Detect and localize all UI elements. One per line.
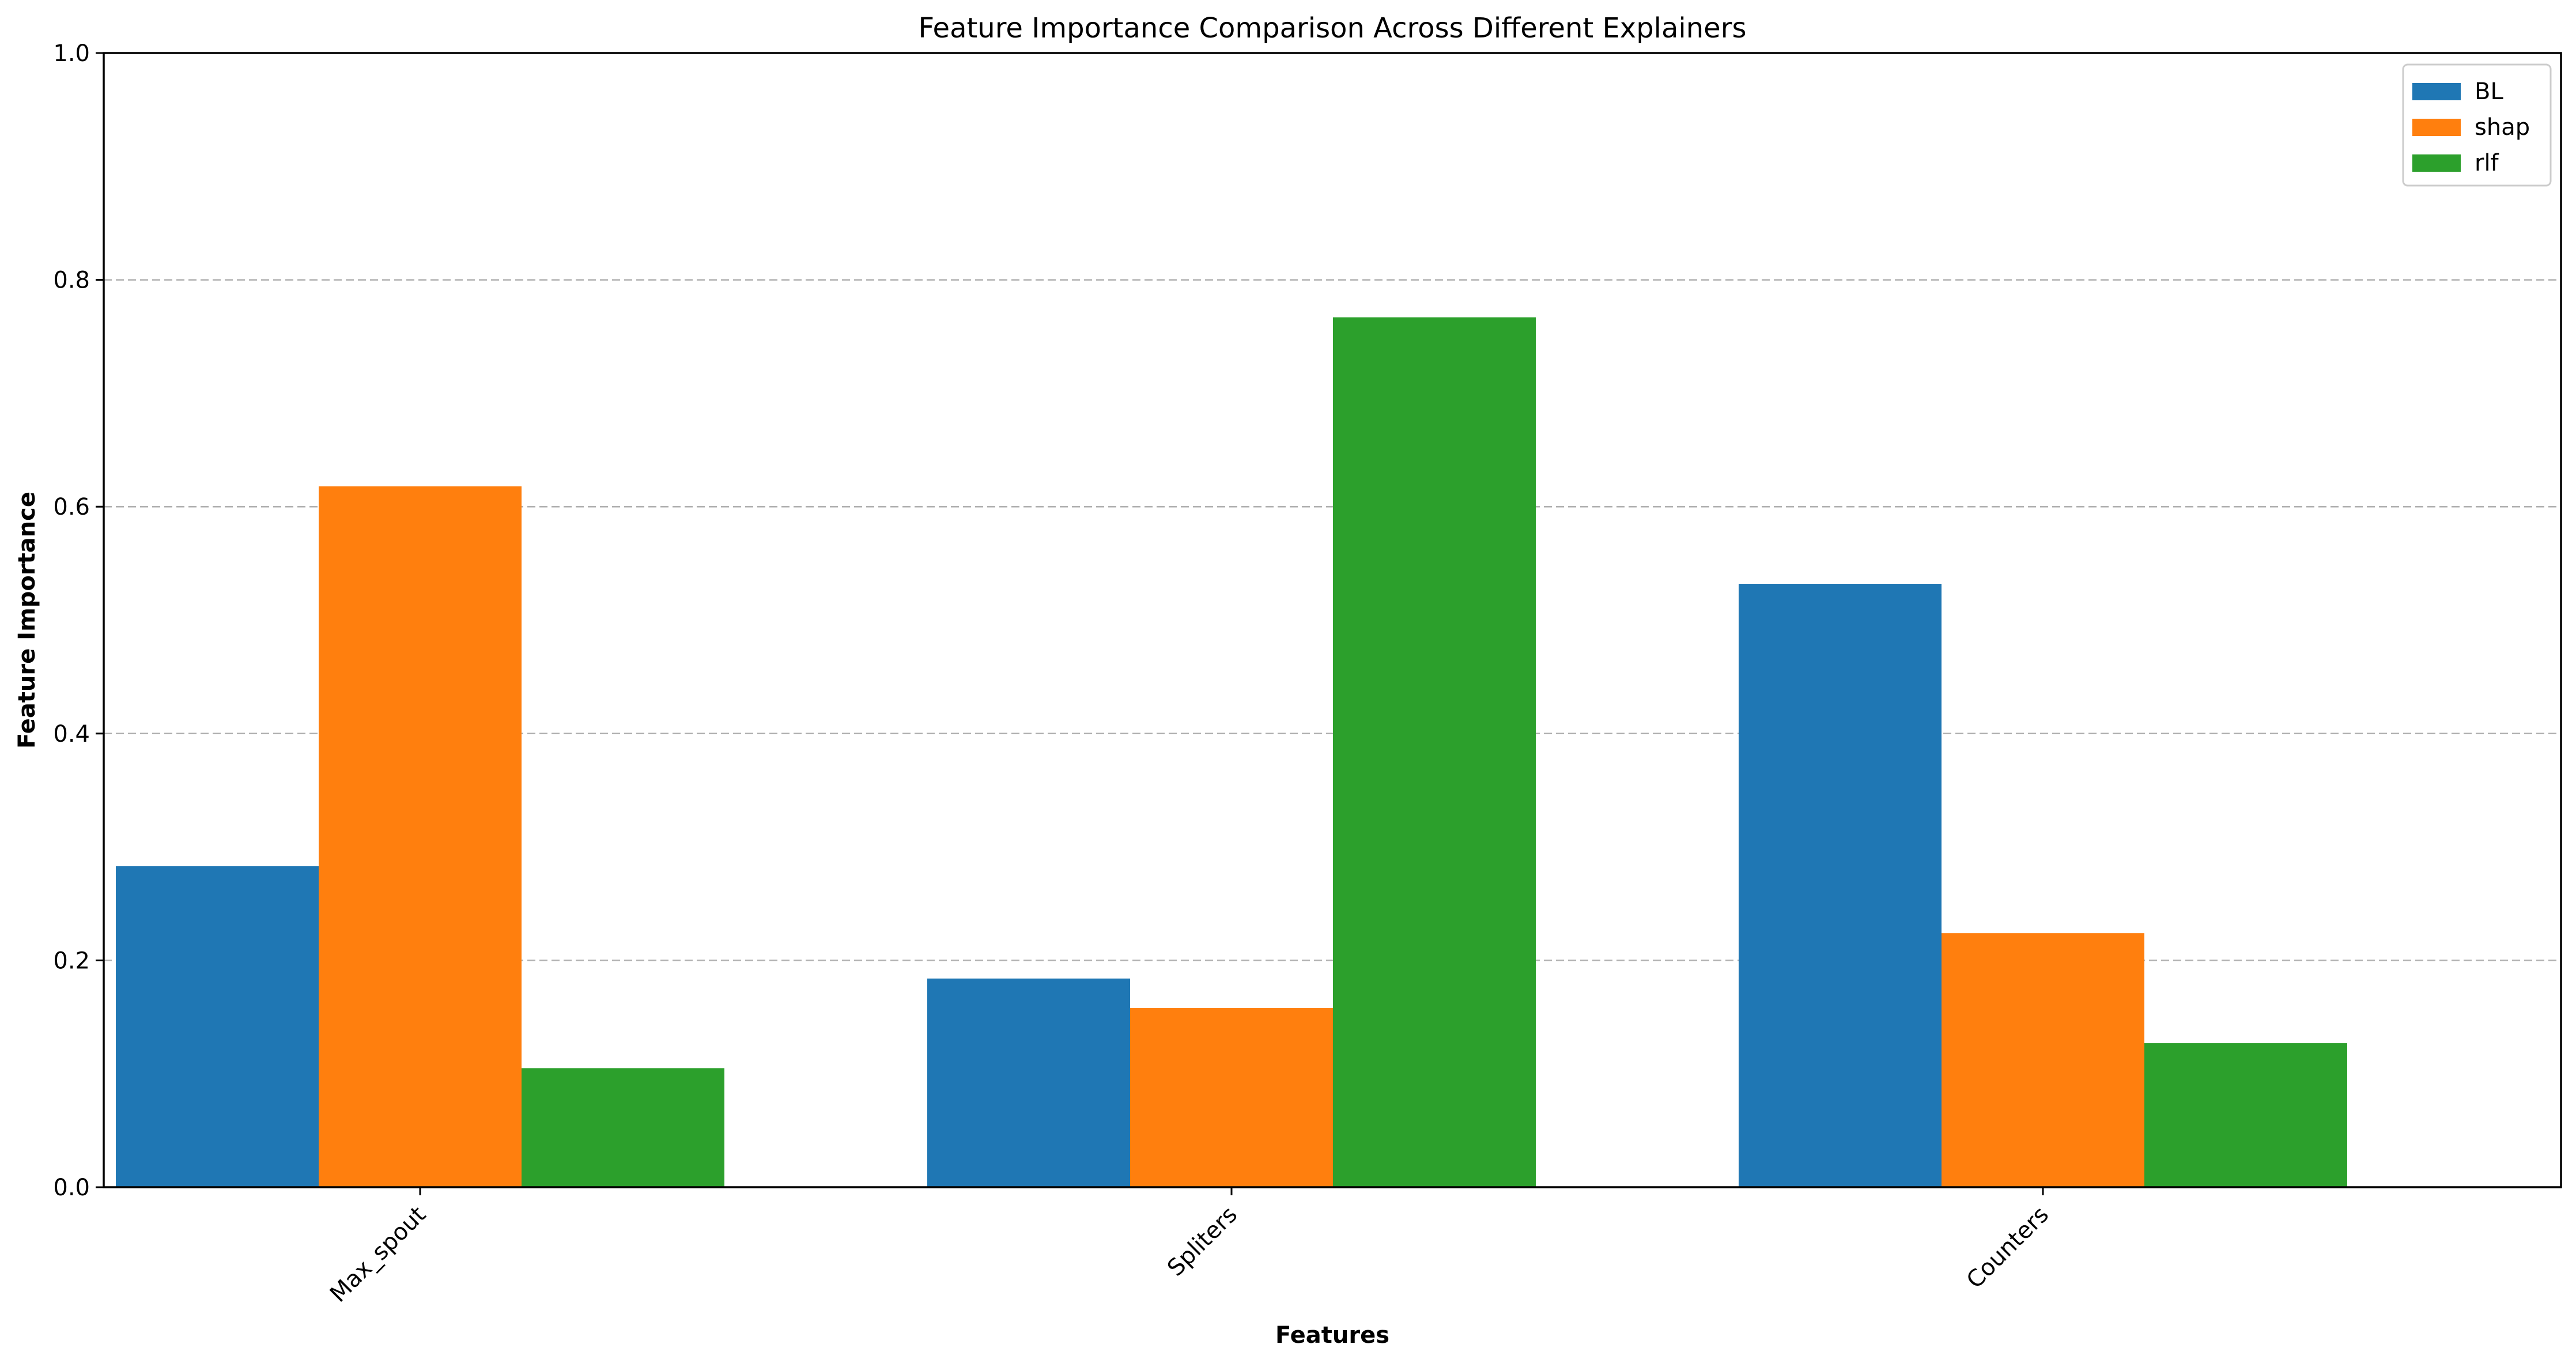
y-tick-label: 0.2 — [53, 947, 90, 974]
x-axis-ticks: Max_spout Spliters Counters — [325, 1187, 2054, 1308]
bar-bl-spliters — [927, 978, 1130, 1187]
x-tick-label: Spliters — [1162, 1202, 1242, 1282]
legend-swatch-rlf — [2412, 154, 2461, 172]
y-tick-label: 0.6 — [53, 494, 90, 520]
y-tick-label: 0.0 — [53, 1175, 90, 1201]
legend-label-rlf: rlf — [2475, 150, 2499, 176]
legend: BL shap rlf — [2402, 63, 2552, 187]
bar-bl-counters — [1739, 584, 1942, 1188]
x-axis-label: Features — [1275, 1322, 1389, 1349]
y-axis-ticks: 0.0 0.2 0.4 0.6 0.8 1.0 — [53, 40, 104, 1201]
legend-swatch-shap — [2412, 119, 2461, 136]
y-tick-label: 0.8 — [53, 267, 90, 294]
legend-swatch-bl — [2412, 83, 2461, 100]
bar-shap-spliters — [1130, 1008, 1333, 1187]
bar-rlf-spliters — [1333, 317, 1536, 1188]
y-tick-label: 0.4 — [53, 721, 90, 747]
bar-rlf-max_spout — [522, 1068, 724, 1187]
legend-label-bl: BL — [2475, 78, 2503, 105]
plot-frame — [103, 52, 2562, 1188]
y-tick-label: 1.0 — [53, 40, 90, 67]
bars — [116, 317, 2347, 1188]
legend-label-shap: shap — [2475, 114, 2530, 141]
x-tick-label: Max_spout — [325, 1202, 431, 1308]
x-tick-label: Counters — [1962, 1202, 2054, 1294]
bar-shap-max_spout — [319, 486, 522, 1187]
bar-rlf-counters — [2144, 1043, 2347, 1187]
chart-title: Feature Importance Comparison Across Dif… — [919, 12, 1747, 44]
y-axis-label: Feature Importance — [14, 492, 40, 749]
y-gridlines — [104, 279, 2561, 961]
bar-bl-max_spout — [116, 866, 319, 1187]
bar-shap-counters — [1942, 933, 2144, 1187]
